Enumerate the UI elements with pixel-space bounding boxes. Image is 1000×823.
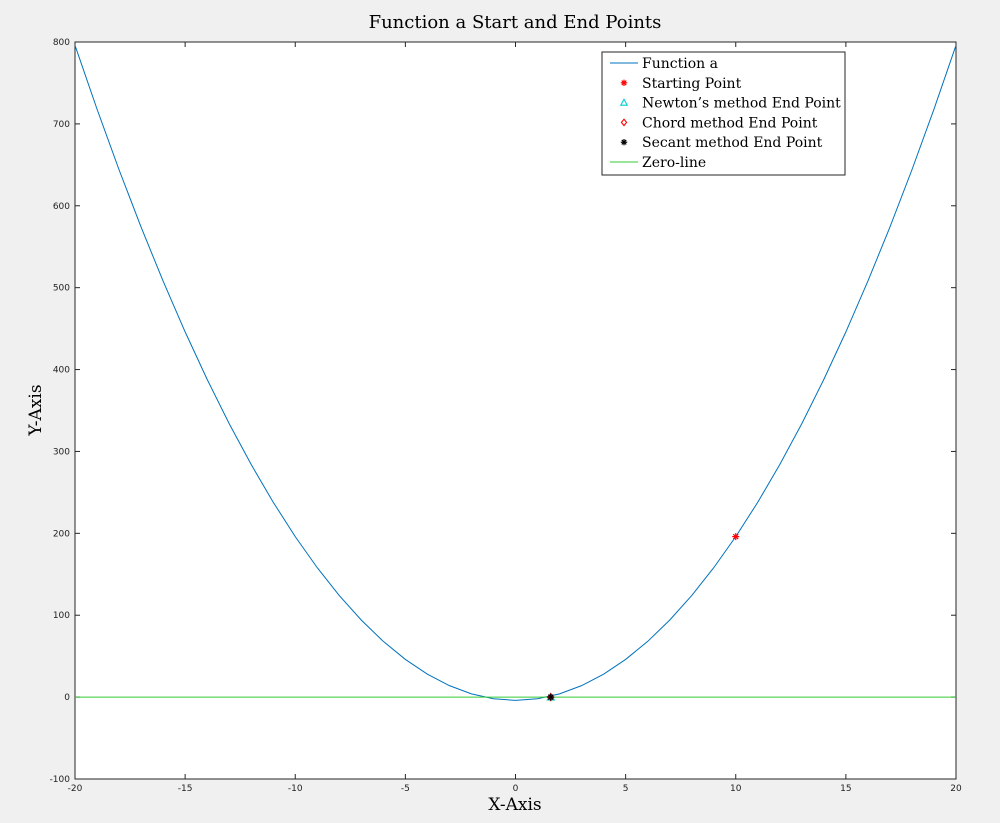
- series-layer: [74, 45, 957, 701]
- legend-label: Newton’s method End Point: [642, 96, 841, 112]
- legend-label: Secant method End Point: [642, 135, 823, 151]
- y-tick-label: -100: [50, 775, 71, 785]
- legend-entry-function-a: Function a: [610, 56, 718, 72]
- y-tick-label: 600: [53, 202, 70, 212]
- legend-marker-swatch: [620, 79, 628, 86]
- x-tick-label: -5: [401, 784, 410, 794]
- x-tick-label: -20: [68, 784, 83, 794]
- legend-entries: Function a Starting Point Newton’s method …: [610, 56, 841, 171]
- series-function-a: [74, 45, 957, 701]
- y-axis-label: Y-Axis: [26, 384, 46, 436]
- legend-entry-starting-point: Starting Point: [620, 76, 742, 92]
- x-axis-label: X-Axis: [488, 795, 541, 815]
- x-tick-label: 20: [950, 784, 962, 794]
- y-tick-label: 0: [64, 693, 70, 703]
- legend-label: Starting Point: [642, 76, 742, 92]
- marker-secant-method-end-point: [547, 693, 555, 701]
- marker-starting-point: [732, 533, 740, 541]
- legend-entry-zero-line: Zero-line: [610, 155, 706, 171]
- legend-label: Function a: [642, 56, 718, 72]
- legend-entry-newton-s-method-end-point: Newton’s method End Point: [619, 96, 841, 112]
- x-tick-label: 0: [513, 784, 519, 794]
- x-tick-label: -15: [178, 784, 193, 794]
- legend-box: [601, 51, 846, 176]
- x-tick-label: -10: [288, 784, 303, 794]
- y-tick-label: 400: [53, 366, 70, 376]
- tick-labels: -20 -15 -10 -5 0 5 10 15 20 -100 0 100 200 300 400 500 6…: [50, 38, 962, 794]
- y-tick-label: 200: [53, 529, 70, 539]
- legend-marker-swatch: [619, 98, 629, 106]
- y-tick-label: 800: [53, 38, 70, 48]
- y-tick-label: 300: [53, 447, 70, 457]
- x-tick-label: 5: [623, 784, 629, 794]
- x-tick-label: 10: [730, 784, 742, 794]
- y-tick-label: 100: [53, 611, 70, 621]
- y-tick-label: 500: [53, 284, 70, 294]
- legend-entry-secant-method-end-point: Secant method End Point: [620, 135, 823, 151]
- markers-layer: [546, 533, 740, 702]
- x-tick-label: 15: [840, 784, 851, 794]
- legend-marker-swatch: [620, 118, 628, 127]
- legend-entry-chord-method-end-point: Chord method End Point: [620, 115, 818, 131]
- legend: Function a Starting Point Newton’s method …: [601, 51, 846, 176]
- legend-label: Chord method End Point: [642, 115, 818, 131]
- chart-title: Function a Start and End Points: [369, 12, 662, 33]
- y-tick-label: 700: [53, 120, 70, 130]
- legend-label: Zero-line: [642, 155, 706, 171]
- legend-marker-swatch: [620, 139, 628, 146]
